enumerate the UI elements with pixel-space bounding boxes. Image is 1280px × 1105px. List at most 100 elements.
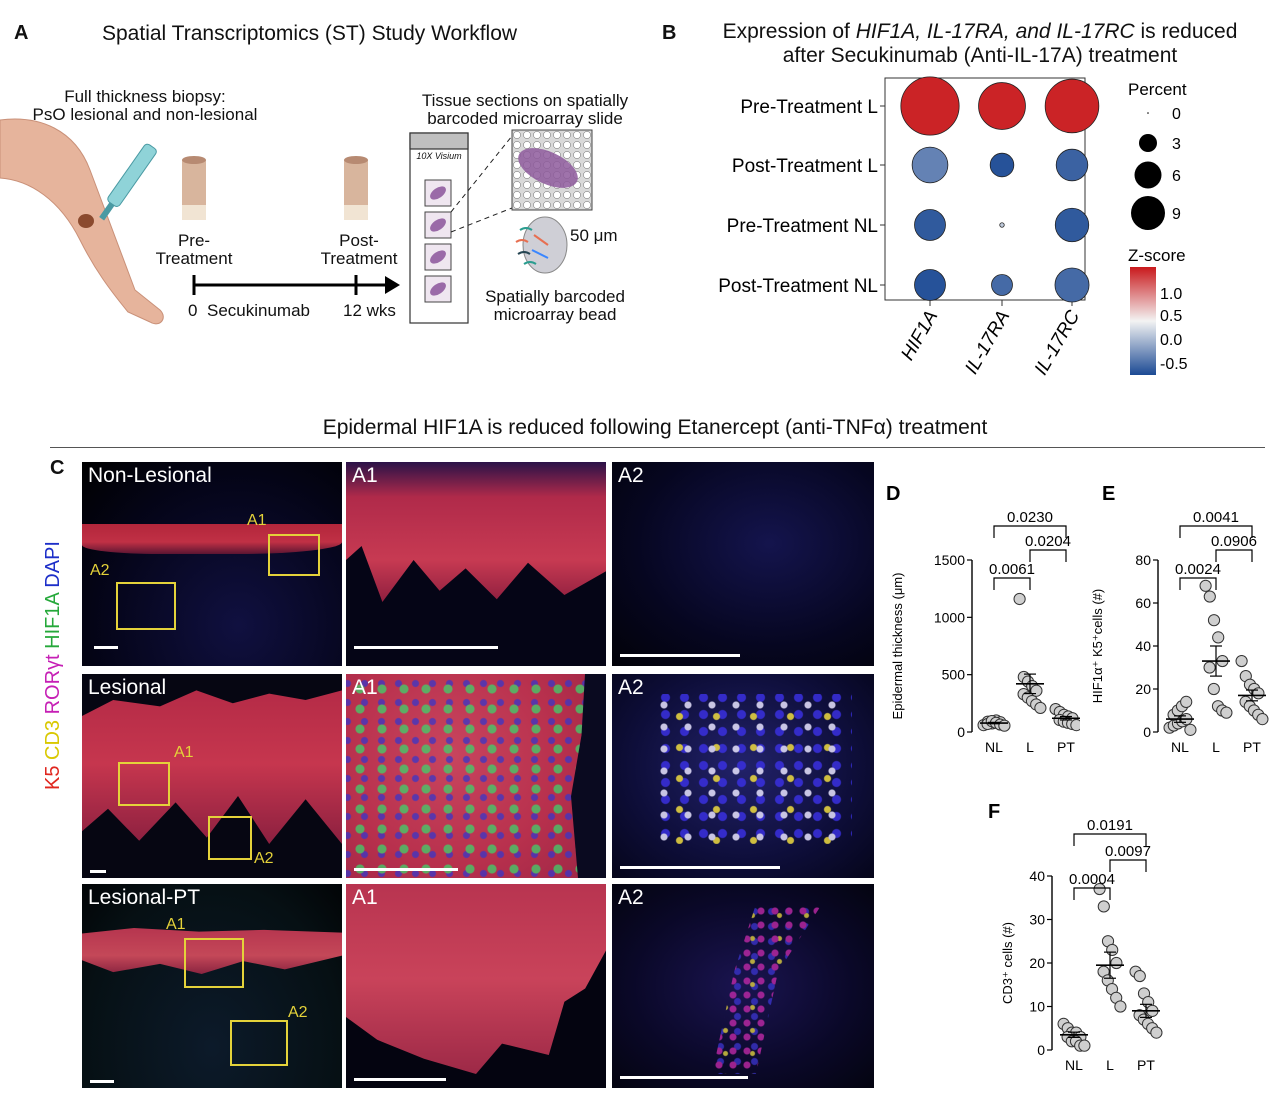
- data-point: [1110, 956, 1123, 970]
- y-tick-label: 0: [1037, 1042, 1045, 1058]
- x-tick-label: NL: [1171, 739, 1189, 755]
- p-value-label: 0.0204: [1025, 533, 1071, 550]
- p-value-label: 0.0041: [1193, 509, 1239, 526]
- biopsy-punch-icon: [99, 143, 157, 221]
- title-pre: Expression of: [722, 20, 856, 43]
- visium-slide-icon: [409, 132, 469, 324]
- section-title: Epidermal HIF1A is reduced following Eta…: [322, 416, 988, 439]
- micrograph-lesional-a1: A1: [346, 674, 606, 878]
- dot-col-label: HIF1A: [897, 307, 942, 364]
- expression-dot: [989, 152, 1015, 178]
- micrograph-lesional: Lesional A1 A2: [82, 674, 342, 878]
- data-point: [1220, 706, 1233, 719]
- grid-spot: [583, 181, 591, 189]
- data-point: [1093, 882, 1106, 896]
- expression-dot: [914, 209, 946, 241]
- grid-spot: [573, 151, 581, 159]
- micrograph-non-lesional: Non-Lesional A1 A2: [82, 462, 342, 666]
- timeline-start: 0: [188, 301, 198, 320]
- comparison-bracket: [993, 577, 1031, 590]
- grid-spot: [563, 201, 571, 209]
- expression-dot: [1054, 267, 1090, 303]
- inset-box-a2: [116, 582, 176, 630]
- panel-b-title: Expression of HIF1A, IL-17RA, and IL-17R…: [680, 20, 1280, 68]
- grid-spot: [533, 181, 541, 189]
- tissue-line2: barcoded microarray slide: [427, 109, 623, 128]
- grid-spot: [573, 161, 581, 169]
- dot-plot: Pre-Treatment L Post-Treatment L Pre-Treat…: [718, 76, 1188, 379]
- colorbar-tick-label: -0.5: [1160, 356, 1188, 373]
- grid-spot: [543, 131, 551, 139]
- y-tick-label: 80: [1135, 552, 1151, 568]
- y-tick-label: 20: [1029, 955, 1045, 971]
- data-point: [1180, 695, 1193, 708]
- size-legend-dot: [1131, 196, 1165, 230]
- stain-rorgt: RORγt: [42, 654, 64, 715]
- grid-spot: [523, 201, 531, 209]
- expression-dot: [978, 82, 1026, 130]
- dot-col-label: IL-17RA: [961, 307, 1014, 378]
- grid-spot: [513, 191, 521, 199]
- colorbar-tick-label: 0.5: [1160, 308, 1182, 325]
- chart-panel-d: D 0 500 1000 1500 Epidermal thickness (μm) NL L…: [886, 483, 1080, 755]
- scale-bar: [354, 1078, 446, 1081]
- biopsy-caption: Full thickness biopsy: PsO lesional and …: [10, 88, 280, 124]
- data-point: [1235, 654, 1248, 668]
- stain-k5: K5: [42, 765, 64, 790]
- inset-box-a1: [118, 762, 170, 806]
- grid-spot: [513, 181, 521, 189]
- stain-hif1a: HIF1A: [42, 593, 64, 649]
- y-tick-label: 1500: [934, 552, 965, 568]
- grid-spot: [573, 131, 581, 139]
- micrograph-lesional-pt: Lesional-PT A1 A2: [82, 884, 342, 1088]
- panel-label: F: [988, 801, 1000, 823]
- inset-title-a1: A1: [352, 464, 378, 487]
- bead-line2: microarray bead: [493, 305, 617, 324]
- comparison-bracket: [1029, 549, 1067, 562]
- data-point: [1150, 1026, 1163, 1039]
- workflow-illustration: [0, 118, 593, 325]
- colorbar-tick-label: 1.0: [1160, 286, 1182, 303]
- x-tick-label: L: [1106, 1057, 1114, 1073]
- grid-spot: [543, 141, 551, 149]
- post-biopsy-core-icon: [344, 156, 368, 220]
- chart-panel-e: E 0 20 40 60 80 HIF1α⁺ K5⁺cells (#) NL L PT 0.0024…: [1090, 483, 1269, 755]
- bead-line1: Spatially barcoded: [485, 287, 625, 306]
- biopsy-line2: PsO lesional and non-lesional: [32, 105, 258, 124]
- inset-label-a1: A1: [247, 512, 267, 529]
- tissue-line1: Tissue sections on spatially: [421, 91, 629, 110]
- scale-bar: [94, 646, 118, 649]
- panel-c-label: C: [50, 457, 65, 479]
- expression-dot: [999, 222, 1005, 228]
- expression-dot: [911, 146, 949, 184]
- slide-title: 10X Visium: [416, 151, 462, 161]
- grid-spot: [513, 131, 521, 139]
- inset-title-a2: A2: [618, 464, 644, 487]
- bead-caption: Spatially barcoded microarray bead: [440, 288, 670, 324]
- grid-spot: [513, 171, 521, 179]
- data-point: [1212, 631, 1225, 644]
- title-genes: HIF1A, IL-17RA, and IL-17RC: [855, 20, 1135, 43]
- nuclei-pattern: [346, 674, 606, 878]
- inset-title-a1: A1: [352, 886, 378, 909]
- inset-box-a1: [184, 938, 244, 988]
- data-point: [1078, 1039, 1091, 1052]
- panel-label: D: [886, 483, 900, 505]
- data-point: [1106, 943, 1119, 957]
- grid-spot: [573, 201, 581, 209]
- grid-spot: [543, 201, 551, 209]
- bead-size-label: 50 μm: [570, 226, 618, 245]
- scale-bar: [620, 654, 740, 657]
- row-label-non-lesional: Non-Lesional: [88, 464, 212, 487]
- comparison-bracket: [1215, 549, 1253, 562]
- expression-dot: [991, 274, 1013, 296]
- row-label-lesional-pt: Lesional-PT: [88, 886, 201, 909]
- timeline-drug: Secukinumab: [207, 301, 311, 320]
- cell-stripe: [712, 904, 822, 1074]
- micrograph-non-lesional-a1: A1: [346, 462, 606, 666]
- inset-title-a2: A2: [618, 676, 644, 699]
- dot-plot-frame: [884, 77, 1086, 301]
- data-point: [998, 719, 1011, 732]
- data-point: [1256, 713, 1269, 726]
- comparison-bracket: [1179, 525, 1253, 538]
